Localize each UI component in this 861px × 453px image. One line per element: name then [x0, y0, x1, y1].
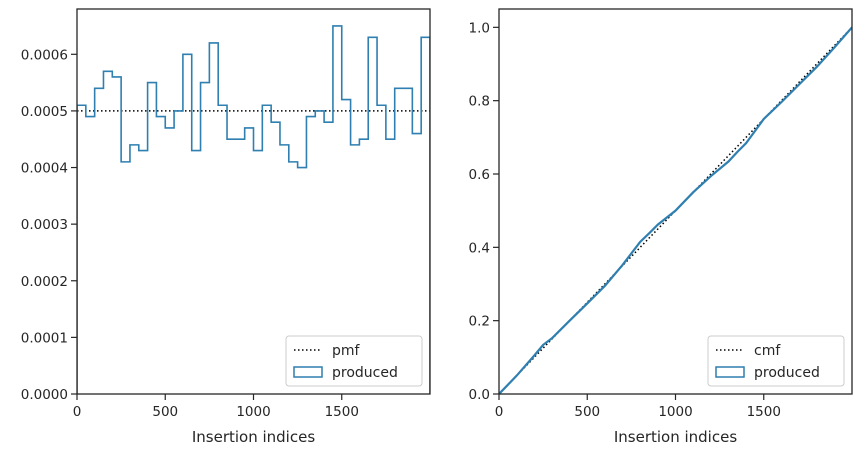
y-tick-label: 0.0002: [21, 274, 68, 290]
x-tick-label: 500: [574, 404, 600, 420]
pmf-legend: pmf produced: [285, 335, 423, 387]
y-tick-label: 0.0003: [21, 217, 68, 233]
y-tick-label: 0.6: [469, 167, 490, 183]
x-tick-label: 1500: [747, 404, 781, 420]
pmf-plot-area: [77, 25, 430, 394]
produced-legend-swatch: [715, 366, 745, 378]
produced-legend-label: produced: [754, 365, 820, 381]
pmf-series-produced: [77, 25, 430, 394]
cmf-panel: 0 500 1000 1500 0.0 0.2 0.4 0.6 0.8 1.0 Insertion…: [469, 8, 853, 446]
cmf-plot-area: [499, 26, 852, 394]
cmf-legend-label: cmf: [754, 343, 781, 359]
y-tick-label: 1.0: [469, 20, 490, 36]
y-tick-label: 0.0: [469, 387, 490, 403]
y-tick-label: 0.0006: [21, 47, 68, 63]
x-tick-label: 1500: [325, 404, 359, 420]
pmf-legend-label: pmf: [332, 343, 361, 359]
y-tick-label: 0.0004: [21, 161, 68, 177]
x-tick-label: 500: [152, 404, 178, 420]
pmf-legend-box: [285, 335, 423, 387]
pmf-x-axis-label: Insertion indices: [192, 428, 315, 446]
cmf-series-produced: [499, 26, 852, 394]
y-tick-label: 0.8: [469, 94, 490, 110]
y-tick-label: 0.0001: [21, 330, 68, 346]
produced-legend-swatch: [293, 366, 323, 378]
x-tick-label: 0: [495, 404, 504, 420]
pmf-panel: 0 500 1000 1500 0.0000 0.0001 0.0002 0.0003 0.00…: [21, 8, 431, 446]
produced-legend-label: produced: [332, 365, 398, 381]
cmf-legend-box: [707, 335, 845, 387]
y-tick-label: 0.0005: [21, 104, 68, 120]
cmf-legend: cmf produced: [707, 335, 845, 387]
x-tick-label: 0: [73, 404, 82, 420]
x-tick-label: 1000: [236, 404, 270, 420]
cmf-ticks: 0 500 1000 1500 0.0 0.2 0.4 0.6 0.8 1.0: [469, 20, 781, 420]
y-tick-label: 0.4: [469, 240, 490, 256]
x-tick-label: 1000: [658, 404, 692, 420]
cmf-x-axis-label: Insertion indices: [614, 428, 737, 446]
pmf-ticks: 0 500 1000 1500 0.0000 0.0001 0.0002 0.0003 0.00…: [21, 47, 359, 420]
y-tick-label: 0.2: [469, 314, 490, 330]
y-tick-label: 0.0000: [21, 387, 68, 403]
